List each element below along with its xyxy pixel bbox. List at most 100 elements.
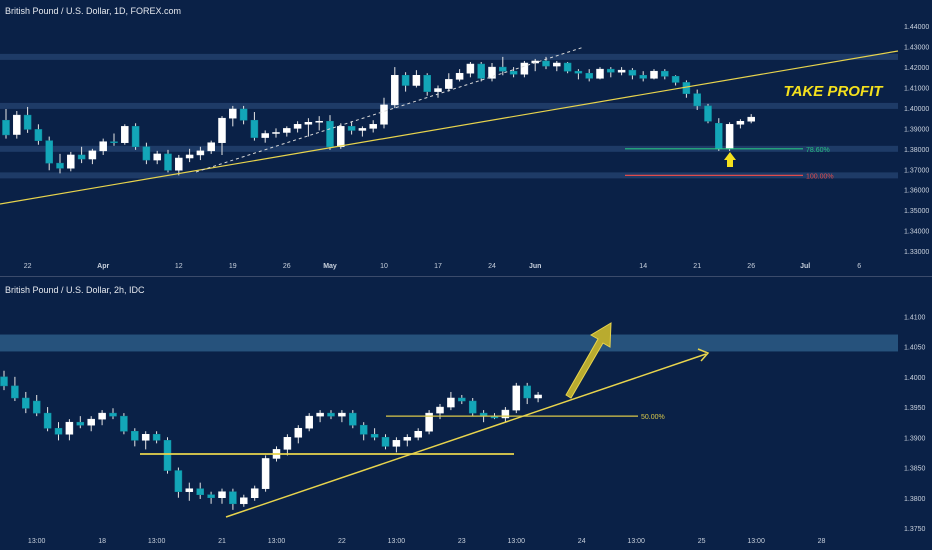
time-tick-label: May (323, 263, 337, 270)
take-profit-annotation: TAKE PROFIT (784, 83, 885, 100)
candle-body (447, 397, 455, 408)
candle-body (736, 120, 745, 125)
price-tick-label: 1.40000 (904, 106, 929, 113)
candle-body (534, 394, 542, 399)
daily-chart-background (0, 0, 932, 276)
candle-body (477, 63, 485, 79)
price-tick-label: 1.41000 (904, 86, 929, 93)
candle-body (607, 68, 615, 73)
candle-body (704, 105, 712, 122)
candle-body (23, 114, 32, 130)
candle-body (120, 415, 128, 432)
candle-body (196, 488, 204, 495)
price-tick-label: 1.4100 (904, 314, 926, 321)
candle-body (585, 72, 593, 79)
resistance-band (0, 334, 898, 352)
daily-chart-panel[interactable]: 1.44000 1.43000 1.42000 1.41000 1.40000 1.390… (0, 0, 932, 276)
candle-body (358, 128, 367, 131)
candle-body (596, 68, 604, 79)
time-tick-label: Jun (529, 263, 541, 270)
candle-body (381, 437, 390, 447)
candle-body (403, 437, 412, 441)
hourly-chart-svg[interactable]: 1.4100 1.4050 1.4000 1.3950 1.3900 1.3850 1.38… (0, 277, 932, 550)
candle-body (250, 119, 259, 138)
candle-body (436, 406, 444, 414)
candle-body (141, 434, 150, 441)
candle-body (142, 146, 151, 161)
price-tick-label: 1.4050 (904, 345, 926, 352)
candle-body (43, 412, 52, 429)
candle-body (391, 75, 399, 106)
time-tick-label: 13:00 (747, 538, 765, 545)
candle-body (0, 376, 8, 387)
time-tick-label: 12 (175, 263, 183, 270)
candle-body (131, 126, 140, 148)
time-tick-label: Jul (800, 263, 810, 270)
hourly-chart-panel[interactable]: 1.4100 1.4050 1.4000 1.3950 1.3900 1.3850 1.38… (0, 277, 932, 550)
panel-separator[interactable] (0, 276, 932, 277)
candle-body (185, 488, 194, 492)
candle-body (283, 128, 291, 133)
candle-body (99, 141, 107, 152)
candle-body (175, 157, 183, 171)
candle-body (304, 122, 313, 125)
time-tick-label: 24 (578, 538, 586, 545)
candle-body (347, 126, 356, 131)
candle-body (110, 141, 118, 143)
candle-body (501, 409, 510, 419)
candle-body (164, 153, 172, 171)
time-tick-label: 26 (283, 263, 291, 270)
candle-body (359, 424, 368, 435)
candle-body (693, 93, 701, 107)
sr-zone-1 (0, 102, 898, 109)
candle-body (261, 458, 270, 489)
candle-body (392, 440, 401, 447)
candle-body (283, 437, 292, 450)
price-tick-label: 1.3900 (904, 435, 926, 442)
rising-trendline (0, 50, 899, 205)
candle-body (671, 76, 680, 83)
candle-body (56, 162, 64, 169)
candle-body (109, 412, 117, 417)
candle-body (13, 114, 21, 135)
candle-body (434, 88, 442, 92)
projection-arrow-icon (565, 322, 612, 399)
candle-body (369, 124, 377, 129)
candle-body (294, 427, 303, 438)
time-tick-label: 17 (434, 263, 442, 270)
sr-zone-0 (0, 53, 898, 60)
candle-body (174, 470, 183, 492)
candle-body (207, 494, 215, 499)
candle-body (88, 150, 97, 160)
trendline-arrowhead (697, 348, 710, 362)
price-tick-label: 1.3800 (904, 496, 926, 503)
daily-chart-title: British Pound / U.S. Dollar, 1D, FOREX.c… (5, 6, 182, 16)
candle-body (337, 126, 345, 148)
candle-body (574, 70, 583, 74)
candle-body (54, 427, 63, 435)
sr-zone-3 (0, 172, 898, 179)
candle-body (455, 72, 464, 80)
time-tick-label: 10 (380, 263, 388, 270)
candle-body (131, 431, 139, 441)
candle-body (466, 63, 475, 74)
daily-chart-svg[interactable]: 1.44000 1.43000 1.42000 1.41000 1.40000 1.390… (0, 0, 932, 276)
candle-body (349, 412, 357, 426)
candle-body (468, 400, 477, 414)
time-tick-label: 25 (698, 538, 706, 545)
candle-body (725, 124, 734, 150)
candle-body (229, 108, 237, 119)
candle-body (509, 70, 518, 75)
candle-body (87, 418, 95, 426)
candle-body (414, 431, 422, 438)
candle-body (22, 397, 30, 409)
time-tick-label: 13:00 (627, 538, 645, 545)
time-tick-label: 24 (488, 263, 496, 270)
candle-body (563, 62, 572, 72)
candle-body (305, 415, 313, 429)
candle-body (650, 70, 658, 79)
candle-body (315, 120, 323, 123)
candle-body (412, 75, 421, 86)
price-tick-label: 1.35000 (904, 208, 929, 215)
price-tick-label: 1.44000 (904, 24, 929, 31)
